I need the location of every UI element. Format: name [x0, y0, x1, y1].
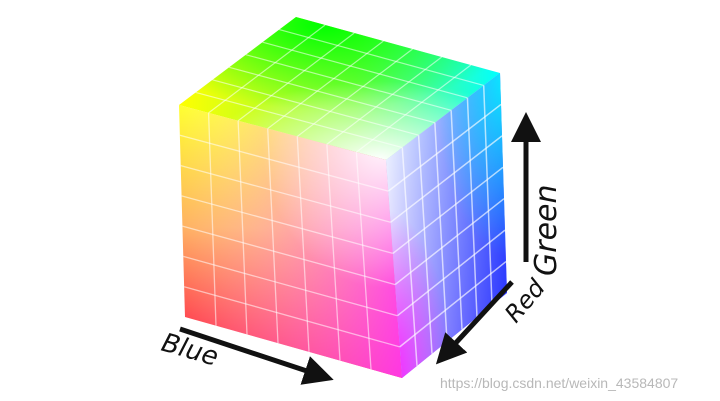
grid-line [237, 120, 248, 335]
grid-line [417, 135, 433, 354]
green-axis-label: Green [529, 184, 564, 276]
blue-axis-arrow [179, 326, 334, 385]
right-face-grid [387, 85, 507, 366]
grid-line [466, 97, 478, 318]
cube-top-face [179, 17, 500, 160]
grid-line [356, 64, 472, 153]
grid-line [482, 85, 493, 306]
blue-axis-label: Blue [158, 328, 222, 373]
grid-line [401, 147, 418, 366]
grid-line [296, 136, 310, 352]
grid-line [182, 225, 396, 286]
red-axis-arrow [435, 280, 514, 365]
grid-line [212, 79, 419, 136]
grid-line [179, 134, 389, 192]
grid-line [228, 66, 436, 124]
grid-line [392, 166, 504, 255]
grid-line [387, 103, 502, 192]
cube-front-face [179, 105, 402, 378]
grid-line [181, 195, 394, 255]
top-face-grid [195, 24, 484, 153]
red-axis-label: Red [499, 274, 551, 328]
grid-line [326, 56, 443, 145]
grid-line [195, 91, 403, 149]
grid-line [183, 255, 398, 317]
grid-line [399, 260, 507, 348]
grid-line [245, 54, 452, 111]
grid-line [208, 24, 326, 114]
grid-line [262, 41, 468, 99]
front-face-grid [179, 112, 400, 370]
grid-line [267, 128, 279, 344]
grid-line [394, 198, 505, 286]
grid-line [434, 122, 448, 342]
grid-line [450, 110, 463, 330]
grid-line [396, 229, 506, 317]
grid-line [267, 40, 384, 130]
watermark-url: https://blog.csdn.net/weixin_43584807 [440, 375, 678, 391]
grid-line [237, 32, 355, 122]
grid-line [355, 152, 372, 370]
grid-line [279, 28, 484, 87]
grid-line [390, 135, 503, 223]
grid-line [183, 286, 400, 348]
grid-line [180, 164, 391, 223]
cube-right-face [386, 73, 507, 378]
grid-line [326, 144, 341, 361]
grid-line [296, 48, 413, 137]
grid-line [207, 112, 217, 326]
